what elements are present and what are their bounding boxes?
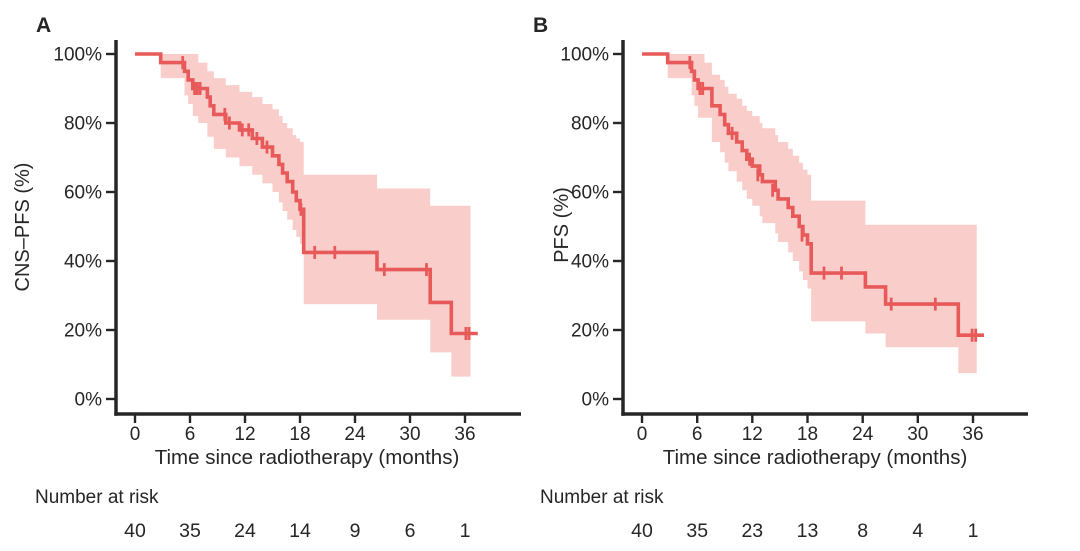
x-tick-label-b: 6 — [692, 424, 703, 445]
y-tick-label-b: 40% — [571, 252, 609, 273]
risk-count-b: 4 — [912, 520, 923, 542]
y-tick-label-a: 0% — [75, 390, 103, 411]
confidence-band-a — [160, 54, 471, 377]
confidence-band-b — [667, 54, 977, 374]
panel-a-x-axis-title: Time since radiotherapy (months) — [154, 446, 460, 469]
x-tick-label-b: 30 — [907, 424, 928, 445]
y-tick-label-b: 0% — [582, 390, 610, 411]
risk-count-a: 9 — [350, 520, 361, 542]
risk-count-b: 23 — [741, 520, 763, 542]
risk-count-b: 1 — [968, 520, 979, 542]
x-tick-label-b: 0 — [637, 424, 648, 445]
risk-count-a: 35 — [179, 520, 201, 542]
risk-count-a: 24 — [234, 520, 256, 542]
y-tick-label-b: 100% — [560, 45, 609, 66]
risk-count-b: 35 — [686, 520, 708, 542]
y-tick-label-a: 40% — [64, 252, 102, 273]
x-tick-label-b: 12 — [742, 424, 763, 445]
x-tick-label-b: 24 — [852, 424, 874, 445]
x-tick-label-a: 36 — [454, 424, 475, 445]
panel-b-y-axis-title: PFS (%) — [551, 187, 573, 263]
risk-count-b: 8 — [857, 520, 868, 542]
x-tick-label-a: 12 — [234, 424, 255, 445]
panel-b-letter: B — [533, 14, 549, 37]
panel-b-number-at-risk-header: Number at risk — [540, 487, 664, 508]
x-tick-label-b: 18 — [797, 424, 818, 445]
survival-curve-b — [642, 52, 984, 337]
y-tick-label-a: 80% — [64, 114, 102, 135]
panel-b-x-axis-title: Time since radiotherapy (months) — [662, 446, 968, 469]
x-tick-label-a: 6 — [185, 424, 196, 445]
risk-count-a: 6 — [405, 520, 416, 542]
risk-count-a: 1 — [460, 520, 471, 542]
panel-a-letter: A — [36, 14, 52, 37]
x-tick-label-a: 30 — [399, 424, 420, 445]
x-tick-label-a: 0 — [130, 424, 141, 445]
y-tick-label-a: 60% — [64, 183, 102, 204]
y-tick-label-a: 100% — [53, 45, 102, 66]
risk-count-b: 40 — [631, 520, 653, 542]
y-tick-label-b: 60% — [571, 183, 609, 204]
x-tick-label-a: 24 — [344, 424, 366, 445]
x-tick-label-b: 36 — [962, 424, 983, 445]
risk-count-a: 14 — [289, 520, 311, 542]
panel-a-y-axis-title: CNS–PFS (%) — [12, 162, 34, 292]
risk-count-a: 40 — [124, 520, 146, 542]
risk-count-b: 13 — [797, 520, 819, 542]
y-tick-label-b: 80% — [571, 114, 609, 135]
y-tick-label-a: 20% — [64, 321, 102, 342]
x-tick-label-a: 18 — [289, 424, 310, 445]
panel-a-number-at-risk-header: Number at risk — [35, 487, 159, 508]
y-tick-label-b: 20% — [571, 321, 609, 342]
